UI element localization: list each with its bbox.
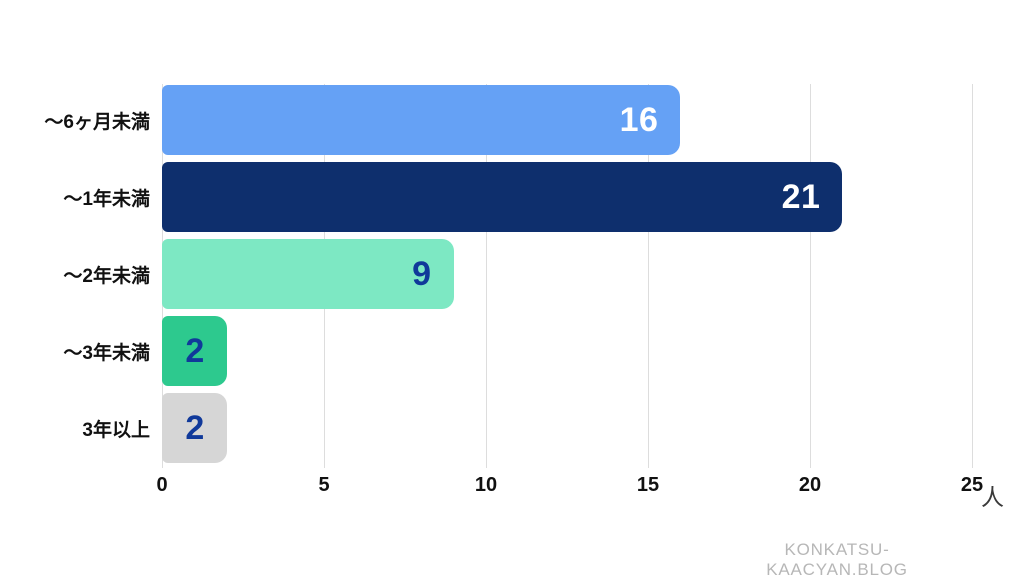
bar-series: 16 21 9 2 2 [162, 85, 972, 465]
x-axis-tick-labels: 0 5 10 15 20 25 [156, 474, 983, 500]
bar-row: 16 [162, 85, 972, 155]
bar: 21 [162, 162, 843, 232]
x-tick-label: 5 [318, 474, 330, 496]
category-label: ～3年未満 [63, 342, 150, 364]
category-label: ～6ヶ月未満 [44, 111, 150, 133]
bar-row: 2 [162, 316, 972, 386]
category-label: ～2年未満 [63, 265, 150, 287]
bar-row: 21 [162, 162, 972, 232]
bar: 2 [162, 393, 227, 463]
category-label: 3年以上 [82, 419, 150, 441]
bar-value-label: 2 [185, 332, 205, 370]
x-axis-unit-label: 人 [981, 484, 1004, 510]
x-tick-label: 0 [156, 474, 168, 496]
bar-row: 9 [162, 239, 972, 309]
x-tick-label: 10 [474, 474, 498, 496]
bar: 16 [162, 85, 681, 155]
gridline [486, 84, 487, 468]
x-tick-label: 25 [960, 474, 984, 496]
x-tick-label: 20 [798, 474, 822, 496]
watermark-text: KONKATSU-KAACYAN.BLOG [716, 540, 958, 576]
bar: 9 [162, 239, 454, 309]
bar: 2 [162, 316, 227, 386]
gridline [810, 84, 811, 468]
bar-value-label: 2 [185, 409, 205, 447]
bar-value-label: 9 [412, 255, 432, 293]
category-axis-labels: ～6ヶ月未満 ～1年未満 ～2年未満 ～3年未満 3年以上 [0, 85, 150, 465]
x-tick-label: 15 [636, 474, 660, 496]
bar-row: 2 [162, 393, 972, 463]
gridline [648, 84, 649, 468]
category-label: ～1年未満 [63, 188, 150, 210]
gridline [972, 84, 973, 468]
bar-value-label: 16 [619, 101, 659, 139]
bar-value-label: 21 [781, 178, 821, 216]
